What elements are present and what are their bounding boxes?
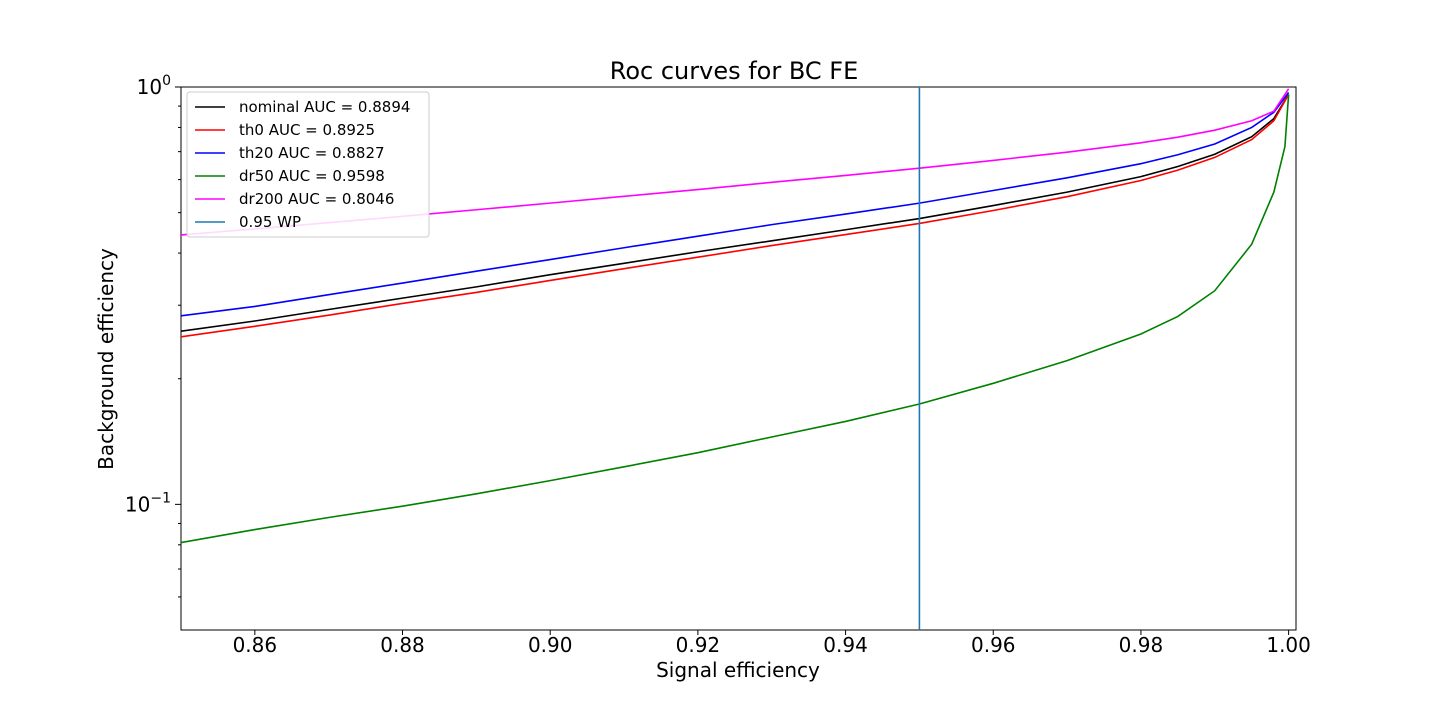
x-tick-label: 0.90 [528,633,573,657]
series-line-3 [181,94,1290,544]
x-tick-label: 0.88 [380,633,425,657]
legend-label: th0 AUC = 0.8925 [239,121,375,139]
x-tick-label: 0.94 [823,633,868,657]
y-axis-label: Background efficiency [94,248,118,470]
series-line-1 [181,94,1290,338]
legend-box [186,91,430,238]
legend-label: dr200 AUC = 0.8046 [239,190,394,208]
x-tick-label: 0.96 [971,633,1016,657]
legend: nominal AUC = 0.8894 th0 AUC = 0.8925 th20… [186,91,430,238]
legend-label: nominal AUC = 0.8894 [239,98,410,116]
x-tick-label: 0.98 [1119,633,1164,657]
x-axis-ticks: 0.86 0.88 0.90 0.92 0.94 0.96 0.98 1.00 [233,630,1311,657]
y-tick-label: 10−1 [125,490,171,516]
series-line-2 [181,92,1290,317]
y-axis-ticks: 100 10−1 [125,73,181,598]
plot-frame [180,86,1297,631]
x-tick-label: 1.00 [1266,633,1311,657]
series-line-0 [181,93,1290,332]
legend-label: th20 AUC = 0.8827 [239,144,385,162]
chart-title: Roc curves for BC FE [610,57,859,85]
x-tick-label: 0.92 [676,633,721,657]
x-axis-label: Signal efficiency [656,658,820,682]
x-tick-label: 0.86 [233,633,278,657]
legend-label: 0.95 WP [239,213,301,231]
legend-label: dr50 AUC = 0.9598 [239,167,385,185]
y-tick-label: 100 [137,73,171,99]
